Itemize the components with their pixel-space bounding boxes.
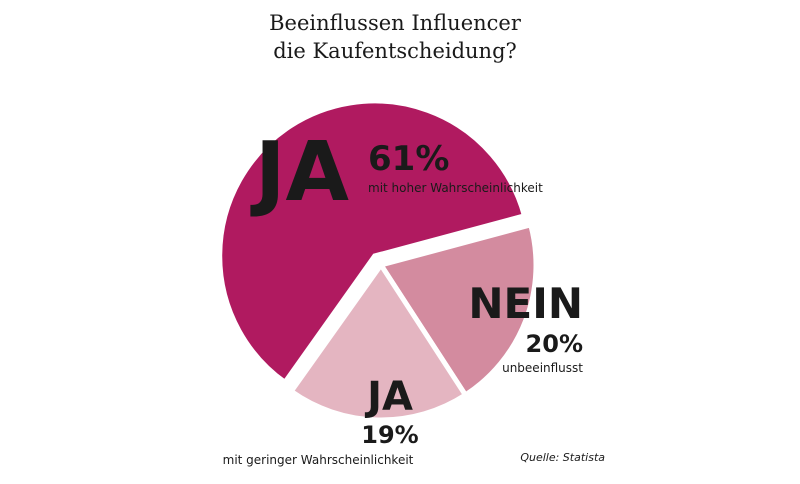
- value-label: 20%: [526, 330, 583, 358]
- source: Quelle: Statista: [520, 451, 605, 464]
- description-label: mit geringer Wahrscheinlichkeit: [223, 453, 414, 467]
- category-label: JA: [250, 125, 350, 220]
- chart-title: Beeinflussen Influencer: [269, 11, 522, 35]
- value-label: 19%: [361, 421, 418, 449]
- pie-slice: [217, 98, 528, 386]
- description-label: unbeeinflusst: [502, 361, 583, 375]
- chart-title: die Kaufentscheidung?: [273, 39, 517, 63]
- category-label: NEIN: [468, 279, 583, 328]
- description-label: mit hoher Wahrscheinlichkeit: [368, 181, 543, 195]
- category-label: JA: [364, 374, 413, 420]
- pie-slice: [287, 260, 469, 423]
- pie-slice: [377, 221, 539, 399]
- value-label: 61%: [368, 139, 449, 179]
